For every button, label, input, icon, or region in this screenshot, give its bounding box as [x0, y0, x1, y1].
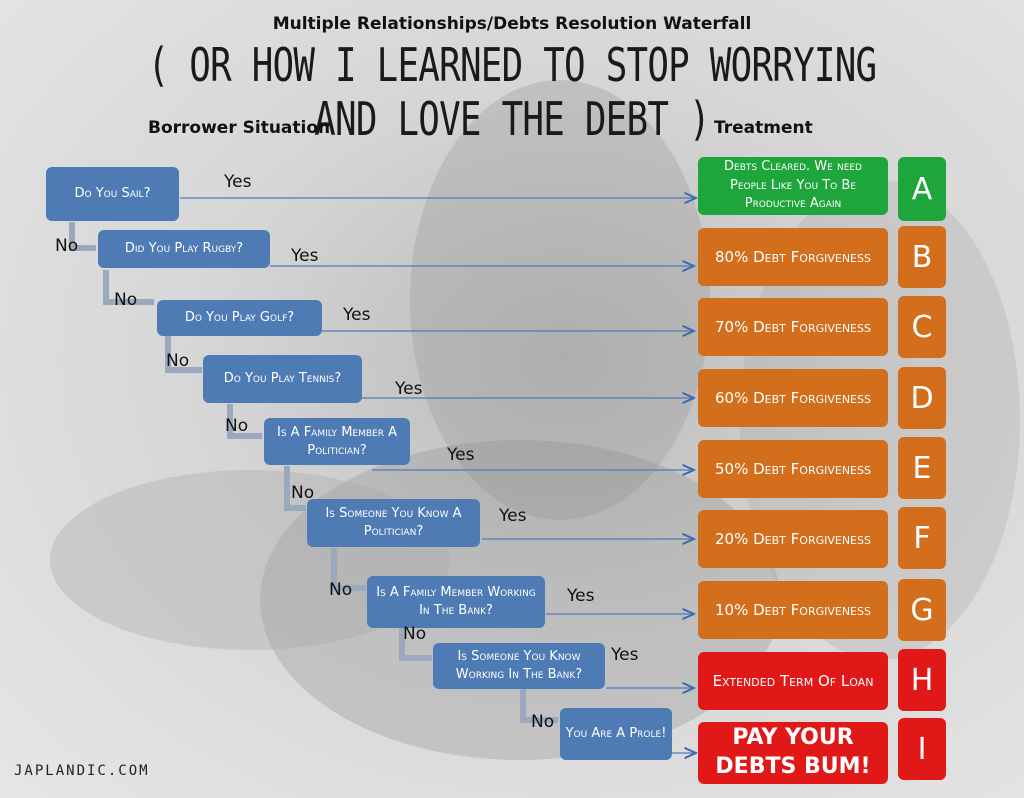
- site-credit: JAPLANDIC.COM: [14, 763, 150, 779]
- treatment-h: Extended Term Of Loan: [698, 652, 888, 710]
- letter-b: B: [898, 226, 946, 288]
- yes-label-5: Yes: [447, 445, 475, 465]
- main-title: Multiple Relationships/Debts Resolution …: [272, 14, 752, 34]
- yes-label-8: Yes: [611, 645, 639, 665]
- treatment-a: Debts Cleared. We need People Like You T…: [698, 157, 888, 215]
- letter-c: C: [898, 296, 946, 358]
- question-tennis: Do You Play Tennis?: [203, 355, 362, 403]
- question-family-politician: Is A Family Member A Politician?: [264, 418, 410, 465]
- letter-g: G: [898, 579, 946, 641]
- letter-e: E: [898, 437, 946, 499]
- treatment-i: PAY YOUR DEBTS BUM!: [698, 722, 888, 784]
- letter-h: H: [898, 649, 946, 711]
- treatment-d: 60% Debt Forgiveness: [698, 369, 888, 427]
- letter-f: F: [898, 507, 946, 569]
- question-know-politician: Is Someone You Know A Politician?: [307, 499, 480, 547]
- yes-label-7: Yes: [567, 586, 595, 606]
- letter-a: A: [898, 157, 946, 221]
- treatment-e: 50% Debt Forgiveness: [698, 440, 888, 498]
- yes-label-2: Yes: [291, 246, 319, 266]
- question-sail: Do You Sail?: [46, 167, 179, 221]
- treatment-g: 10% Debt Forgiveness: [698, 581, 888, 639]
- letter-i: I: [898, 718, 946, 780]
- no-label-1: No: [55, 236, 79, 256]
- treatment-f: 20% Debt Forgiveness: [698, 510, 888, 568]
- no-connectors: [69, 222, 558, 723]
- treatment-b: 80% Debt Forgiveness: [698, 228, 888, 286]
- treatment-c: 70% Debt Forgiveness: [698, 298, 888, 356]
- no-label-8: No: [531, 712, 555, 732]
- question-rugby: Did You Play Rugby?: [98, 230, 270, 268]
- no-label-3: No: [166, 351, 190, 371]
- subtitle: ( OR HOW I LEARNED TO STOP WORRYING AND …: [147, 38, 878, 146]
- column-header-borrower: Borrower Situation: [148, 118, 331, 138]
- yes-arrows: [180, 198, 696, 753]
- question-family-bank: Is A Family Member Working In The Bank?: [367, 576, 545, 628]
- no-label-6: No: [329, 580, 353, 600]
- yes-label-4: Yes: [395, 379, 423, 399]
- no-label-2: No: [114, 290, 138, 310]
- question-know-bank: Is Someone You Know Working In The Bank?: [433, 643, 605, 689]
- yes-label-6: Yes: [499, 506, 527, 526]
- question-golf: Do You Play Golf?: [157, 300, 322, 336]
- no-label-7: No: [403, 624, 427, 644]
- no-label-4: No: [225, 416, 249, 436]
- yes-label-1: Yes: [224, 172, 252, 192]
- outcome-prole: You Are A Prole!: [560, 708, 672, 760]
- no-label-5: No: [291, 483, 315, 503]
- yes-label-3: Yes: [343, 305, 371, 325]
- column-header-treatment: Treatment: [714, 118, 813, 138]
- letter-d: D: [898, 367, 946, 429]
